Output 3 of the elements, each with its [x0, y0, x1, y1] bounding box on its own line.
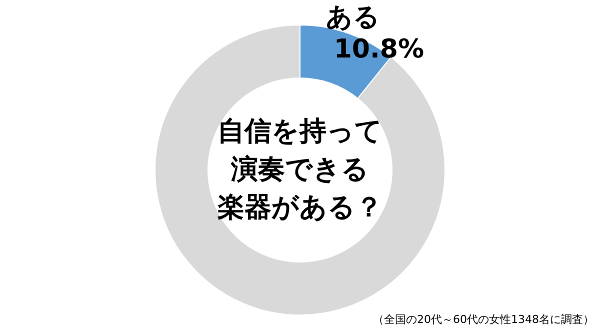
- text: （全国の20代～60代の女性1348名に調査）: [373, 313, 594, 326]
- text: 自信を持って演奏できる楽器がある？: [216, 116, 382, 223]
- slice-label: ある: [326, 2, 380, 33]
